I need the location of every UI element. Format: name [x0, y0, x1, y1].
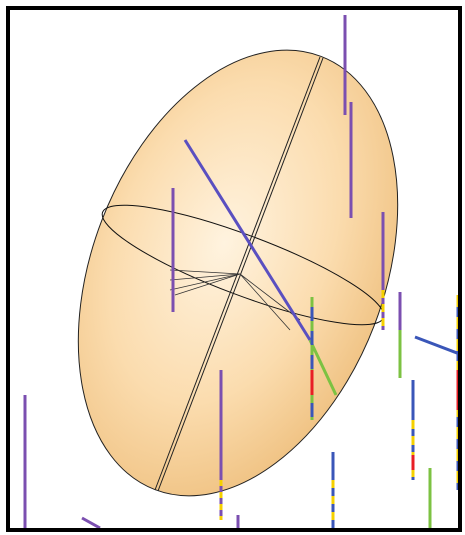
- page: [0, 0, 465, 535]
- scene: [0, 0, 465, 535]
